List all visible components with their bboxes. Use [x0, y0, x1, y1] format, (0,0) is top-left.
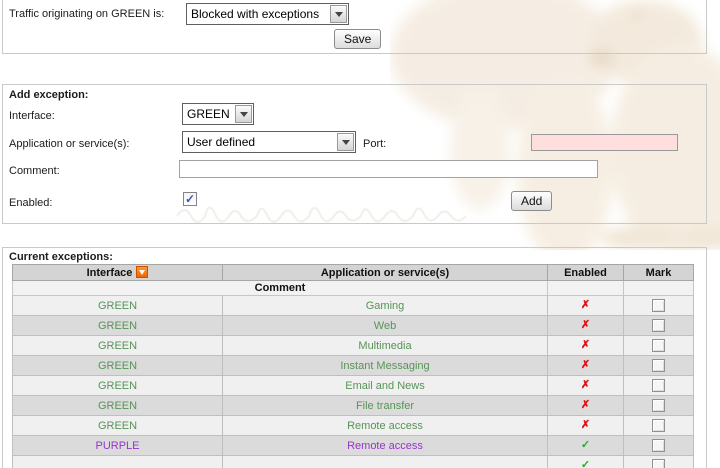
- cell-interface: GREEN: [12, 295, 223, 316]
- mark-checkbox[interactable]: [652, 419, 665, 432]
- enabled-check-icon[interactable]: ✓: [547, 435, 624, 456]
- cell-interface: PURPLE: [12, 435, 223, 456]
- table-row: GREEN Gaming ✗: [12, 295, 694, 316]
- save-button[interactable]: Save: [334, 29, 382, 49]
- mark-checkbox[interactable]: [652, 339, 665, 352]
- cell-mark: [623, 355, 694, 376]
- subheader-comment: Comment: [12, 280, 548, 296]
- cell-application: Multimedia: [222, 335, 548, 356]
- table-row: GREEN Remote access ✗: [12, 415, 694, 436]
- table-row: GREEN Email and News ✗: [12, 375, 694, 396]
- add-exception-panel: [2, 84, 707, 224]
- cell-interface: GREEN: [12, 395, 223, 416]
- table-row: ✓: [12, 455, 694, 468]
- current-exceptions-table: Interface Application or service(s) Enab…: [12, 264, 694, 468]
- add-exception-title: Add exception:: [9, 89, 89, 101]
- enabled-label: Enabled:: [9, 197, 53, 209]
- column-header-application[interactable]: Application or service(s): [222, 264, 548, 281]
- cell-mark: [623, 455, 694, 468]
- table-row: PURPLE Remote access ✓: [12, 435, 694, 456]
- sort-icon[interactable]: [136, 266, 149, 278]
- cell-application: [222, 455, 548, 468]
- application-select-value: User defined: [187, 135, 256, 149]
- add-button[interactable]: Add: [511, 191, 553, 211]
- mark-checkbox[interactable]: [652, 379, 665, 392]
- table-row: GREEN Multimedia ✗: [12, 335, 694, 356]
- interface-label: Interface:: [9, 110, 55, 122]
- cell-application: Remote access: [222, 435, 548, 456]
- cell-interface: [12, 455, 223, 468]
- comment-input[interactable]: [179, 160, 598, 178]
- cell-mark: [623, 435, 694, 456]
- interface-select[interactable]: GREEN: [182, 103, 254, 125]
- enabled-cross-icon[interactable]: ✗: [547, 315, 624, 336]
- cell-application: Gaming: [222, 295, 548, 316]
- cell-mark: [623, 335, 694, 356]
- enabled-cross-icon[interactable]: ✗: [547, 415, 624, 436]
- mark-checkbox[interactable]: [652, 399, 665, 412]
- cell-mark: [623, 395, 694, 416]
- traffic-mode-label: Traffic originating on GREEN is:: [9, 8, 165, 20]
- application-select[interactable]: User defined: [182, 131, 356, 153]
- cell-interface: GREEN: [12, 375, 223, 396]
- mark-checkbox[interactable]: [652, 359, 665, 372]
- cell-application: Web: [222, 315, 548, 336]
- cell-interface: GREEN: [12, 355, 223, 376]
- traffic-mode-select-value: Blocked with exceptions: [191, 7, 320, 21]
- enabled-checkbox[interactable]: ✓: [183, 192, 197, 206]
- mark-checkbox[interactable]: [652, 459, 665, 468]
- table-subheader-row: Comment: [12, 280, 694, 296]
- cell-mark: [623, 295, 694, 316]
- cell-interface: GREEN: [12, 315, 223, 336]
- table-row: GREEN File transfer ✗: [12, 395, 694, 416]
- cell-interface: GREEN: [12, 415, 223, 436]
- traffic-mode-select[interactable]: Blocked with exceptions: [186, 3, 349, 25]
- table-header-row: Interface Application or service(s) Enab…: [12, 264, 694, 281]
- column-header-interface[interactable]: Interface: [12, 264, 223, 281]
- port-label: Port:: [363, 138, 387, 150]
- table-row: GREEN Instant Messaging ✗: [12, 355, 694, 376]
- enabled-cross-icon[interactable]: ✗: [547, 295, 624, 316]
- port-input[interactable]: [531, 134, 678, 151]
- cell-mark: [623, 415, 694, 436]
- mark-checkbox[interactable]: [652, 319, 665, 332]
- interface-select-value: GREEN: [187, 107, 230, 121]
- cell-application: Remote access: [222, 415, 548, 436]
- enabled-cross-icon[interactable]: ✗: [547, 335, 624, 356]
- cell-application: Email and News: [222, 375, 548, 396]
- traffic-mode-panel: [2, 0, 707, 54]
- enabled-cross-icon[interactable]: ✗: [547, 375, 624, 396]
- application-label: Application or service(s):: [9, 138, 130, 150]
- chevron-down-icon[interactable]: [235, 105, 252, 123]
- comment-label: Comment:: [9, 165, 60, 177]
- chevron-down-icon[interactable]: [330, 5, 347, 23]
- cell-mark: [623, 375, 694, 396]
- column-header-mark[interactable]: Mark: [623, 264, 694, 281]
- table-row: GREEN Web ✗: [12, 315, 694, 336]
- cell-mark: [623, 315, 694, 336]
- current-exceptions-title: Current exceptions:: [9, 251, 113, 263]
- mark-checkbox[interactable]: [652, 299, 665, 312]
- column-header-enabled[interactable]: Enabled: [547, 264, 624, 281]
- mark-checkbox[interactable]: [652, 439, 665, 452]
- current-exceptions-panel: [2, 247, 707, 468]
- chevron-down-icon[interactable]: [337, 133, 354, 151]
- enabled-cross-icon[interactable]: ✗: [547, 355, 624, 376]
- cell-application: File transfer: [222, 395, 548, 416]
- enabled-check-icon[interactable]: ✓: [547, 455, 624, 468]
- enabled-cross-icon[interactable]: ✗: [547, 395, 624, 416]
- cell-application: Instant Messaging: [222, 355, 548, 376]
- cell-interface: GREEN: [12, 335, 223, 356]
